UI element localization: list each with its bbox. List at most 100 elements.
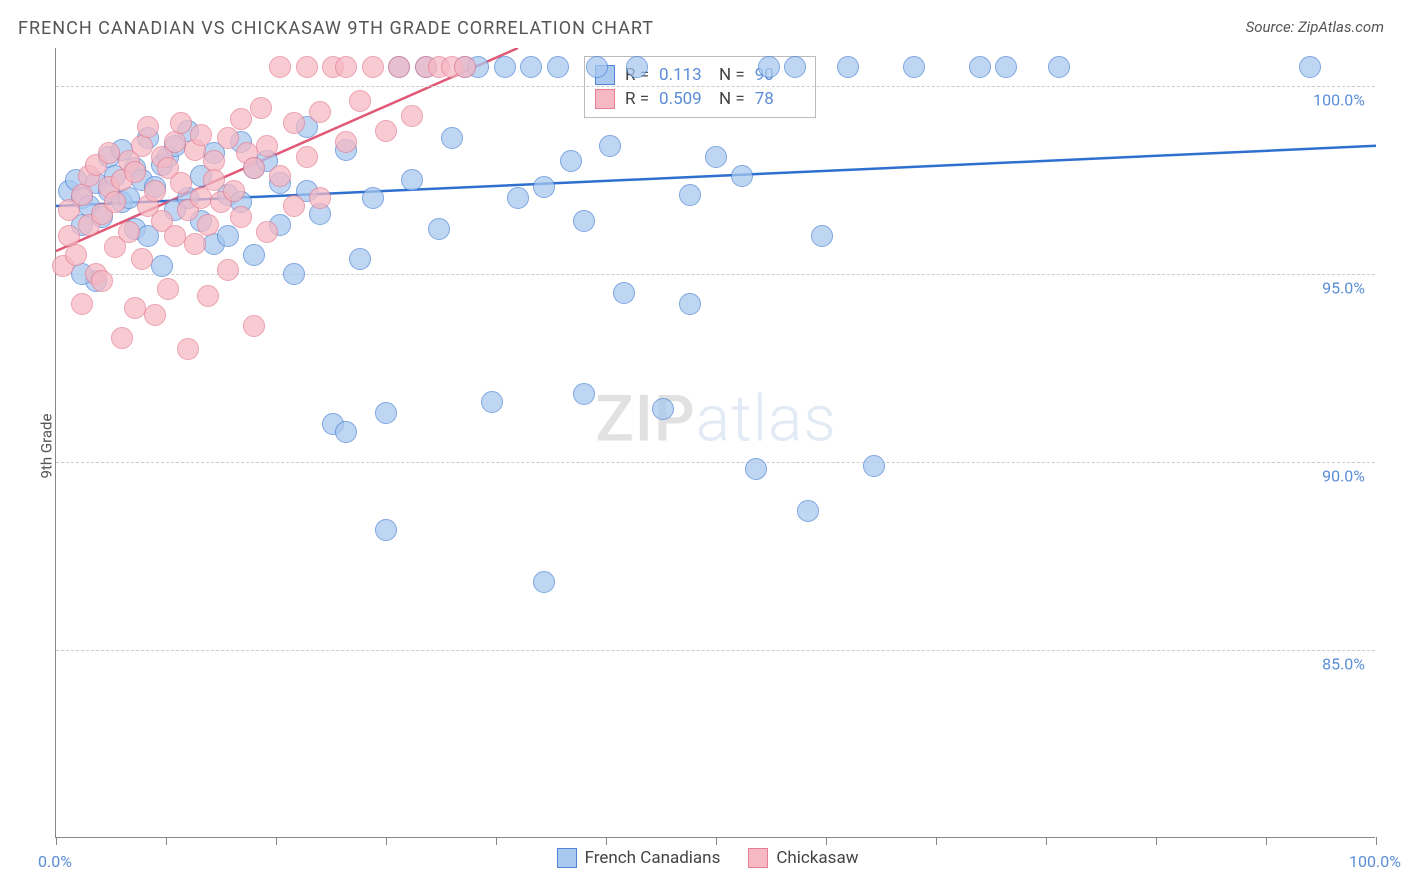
- x-tick: [826, 837, 827, 845]
- x-tick: [166, 837, 167, 845]
- source-label: Source: ZipAtlas.com: [1246, 18, 1384, 36]
- stat-n-value: 78: [755, 89, 805, 109]
- x-tick: [386, 837, 387, 845]
- data-point: [157, 278, 179, 300]
- data-point: [71, 293, 93, 315]
- data-point: [243, 244, 265, 266]
- data-point: [969, 56, 991, 78]
- stats-row: R =0.509N =78: [595, 87, 805, 111]
- data-point: [599, 135, 621, 157]
- y-tick-label: 100.0%: [1313, 90, 1365, 109]
- data-point: [362, 187, 384, 209]
- data-point: [283, 112, 305, 134]
- data-point: [296, 146, 318, 168]
- data-point: [613, 282, 635, 304]
- data-point: [335, 56, 357, 78]
- data-point: [1048, 56, 1070, 78]
- data-point: [441, 127, 463, 149]
- data-point: [283, 195, 305, 217]
- data-point: [71, 184, 93, 206]
- data-point: [679, 184, 701, 206]
- data-point: [995, 56, 1017, 78]
- data-point: [428, 218, 450, 240]
- data-point: [784, 56, 806, 78]
- gridline-h: [56, 274, 1375, 275]
- x-tick: [716, 837, 717, 845]
- data-point: [652, 398, 674, 420]
- data-point: [190, 124, 212, 146]
- data-point: [197, 285, 219, 307]
- data-point: [309, 101, 331, 123]
- data-point: [547, 56, 569, 78]
- legend-swatch: [595, 89, 615, 109]
- data-point: [131, 135, 153, 157]
- data-point: [203, 169, 225, 191]
- x-tick: [56, 837, 57, 845]
- data-point: [520, 56, 542, 78]
- stats-box: R =0.113N =90R =0.509N =78: [584, 56, 816, 118]
- data-point: [269, 56, 291, 78]
- stat-n-label: N =: [719, 89, 745, 109]
- legend-swatch: [748, 848, 768, 868]
- data-point: [573, 210, 595, 232]
- data-point: [731, 165, 753, 187]
- data-point: [118, 221, 140, 243]
- gridline-h: [56, 650, 1375, 651]
- data-point: [626, 56, 648, 78]
- x-tick-label: 100.0%: [1349, 852, 1401, 871]
- x-tick: [276, 837, 277, 845]
- data-point: [507, 187, 529, 209]
- data-point: [586, 56, 608, 78]
- data-point: [243, 315, 265, 337]
- data-point: [144, 304, 166, 326]
- data-point: [137, 116, 159, 138]
- x-tick: [606, 837, 607, 845]
- x-tick: [1156, 837, 1157, 845]
- data-point: [560, 150, 582, 172]
- stat-r-label: R =: [625, 89, 649, 109]
- data-point: [863, 455, 885, 477]
- data-point: [91, 270, 113, 292]
- data-point: [217, 127, 239, 149]
- x-tick: [936, 837, 937, 845]
- data-point: [797, 500, 819, 522]
- data-point: [177, 338, 199, 360]
- data-point: [124, 297, 146, 319]
- data-point: [170, 172, 192, 194]
- legend-label: Chickasaw: [776, 848, 858, 868]
- data-point: [256, 221, 278, 243]
- data-point: [745, 458, 767, 480]
- data-point: [197, 214, 219, 236]
- data-point: [111, 327, 133, 349]
- data-point: [170, 112, 192, 134]
- x-tick: [1266, 837, 1267, 845]
- data-point: [1299, 56, 1321, 78]
- data-point: [256, 135, 278, 157]
- data-point: [401, 105, 423, 127]
- data-point: [144, 180, 166, 202]
- data-point: [230, 206, 252, 228]
- data-point: [401, 169, 423, 191]
- data-point: [335, 421, 357, 443]
- stat-n-label: N =: [719, 65, 745, 85]
- data-point: [190, 187, 212, 209]
- data-point: [573, 383, 595, 405]
- data-point: [296, 56, 318, 78]
- data-point: [269, 165, 291, 187]
- x-tick-label: 0.0%: [38, 852, 72, 871]
- data-point: [104, 191, 126, 213]
- data-point: [151, 255, 173, 277]
- data-point: [217, 225, 239, 247]
- data-point: [362, 56, 384, 78]
- watermark-zip: ZIP: [595, 382, 696, 457]
- data-point: [283, 263, 305, 285]
- y-tick-label: 95.0%: [1322, 278, 1365, 297]
- data-point: [903, 56, 925, 78]
- data-point: [758, 56, 780, 78]
- data-point: [131, 248, 153, 270]
- gridline-h: [56, 462, 1375, 463]
- data-point: [124, 161, 146, 183]
- data-point: [375, 120, 397, 142]
- legend-bottom: French CanadiansChickasaw: [557, 848, 859, 868]
- data-point: [250, 97, 272, 119]
